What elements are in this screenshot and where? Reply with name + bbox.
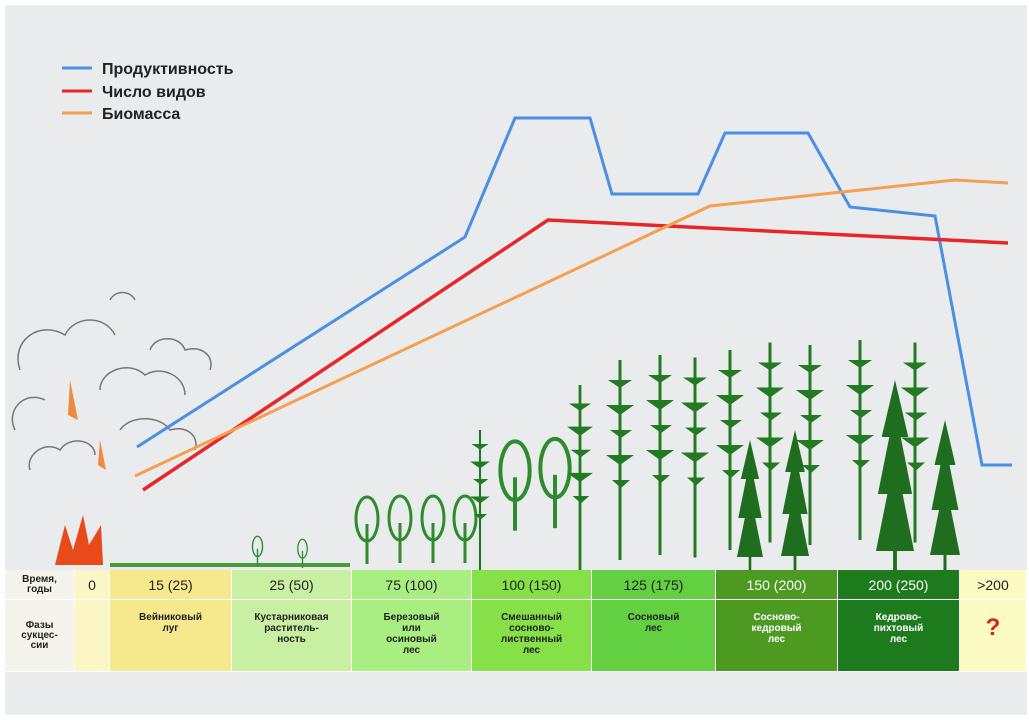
phase-cell: ? [960,600,1027,672]
text-line: Сосновый [627,612,680,623]
text-line: лиственный [500,634,563,645]
text-line: Смешанный [501,612,562,623]
species-line [142,218,1009,492]
phase-cell: Вейниковый луг [110,600,232,672]
time-cell: 200 (250) [838,570,960,600]
text-line: раститель- [264,623,319,634]
time-cell: 125 (175) [592,570,716,600]
text-line: сии [30,639,49,651]
text-line: пихтовый [873,623,924,634]
text-line: Фазы [25,619,54,631]
text-line: Время, [22,573,57,585]
text-line: лес [644,623,663,634]
text-line: осиновый [386,634,437,645]
phase-cell: Березовый или осиновый лес [352,600,472,672]
succession-table: Время, годы Фазы сукцес-сии 0 15 (25) Вейников… [5,570,1027,672]
text-line: лес [402,645,421,656]
text-line: кедровый [751,623,802,634]
text-line: или [402,623,421,634]
text-line: Березовый [383,612,440,623]
text-line: лес [767,634,786,645]
trees [354,338,960,570]
legend-label: Биомасса [102,106,180,123]
phase-cell: Кустарниковая раститель-ность [232,600,352,672]
time-cell: 75 (100) [352,570,472,600]
time-cell: 25 (50) [232,570,352,600]
text-line: Кустарниковая [254,612,329,623]
phase-cell: Кедрово-пихтовый лес [838,600,960,672]
text-line: ность [277,634,306,645]
text-line: лес [889,634,908,645]
phase-cell: Смешанный сосново-лиственный лес [472,600,592,672]
smoke [11,291,212,471]
text-line: Кедрово- [875,612,922,623]
text-line: Сосново- [753,612,800,623]
productivity-line [136,116,1012,467]
legend-label: Число видов [102,84,206,101]
time-cell: >200 [960,570,1027,600]
text-line: лес [522,645,541,656]
time-cell: 15 (25) [110,570,232,600]
text-line: годы [27,583,52,595]
time-cell: 150 (200) [716,570,838,600]
text-line: Вейниковый [139,612,202,623]
legend-label: Продуктивность [102,61,234,78]
phase-cell [75,600,110,672]
time-header: Время, годы [5,570,75,600]
biomass-line [134,178,1009,478]
text-line: ? [985,614,1001,641]
text-line: сукцес- [21,629,58,641]
time-cell: 0 [75,570,110,600]
fire [55,380,106,565]
text-line: сосново- [509,623,554,634]
legend: Продуктивность Число видов Биомасса [62,61,234,123]
text-line: луг [162,623,179,634]
grass [110,535,350,568]
time-cell: 100 (150) [472,570,592,600]
phase-cell: Сосново-кедровый лес [716,600,838,672]
phase-cell: Сосновый лес [592,600,716,672]
phase-header: Фазы сукцес-сии [5,600,75,672]
